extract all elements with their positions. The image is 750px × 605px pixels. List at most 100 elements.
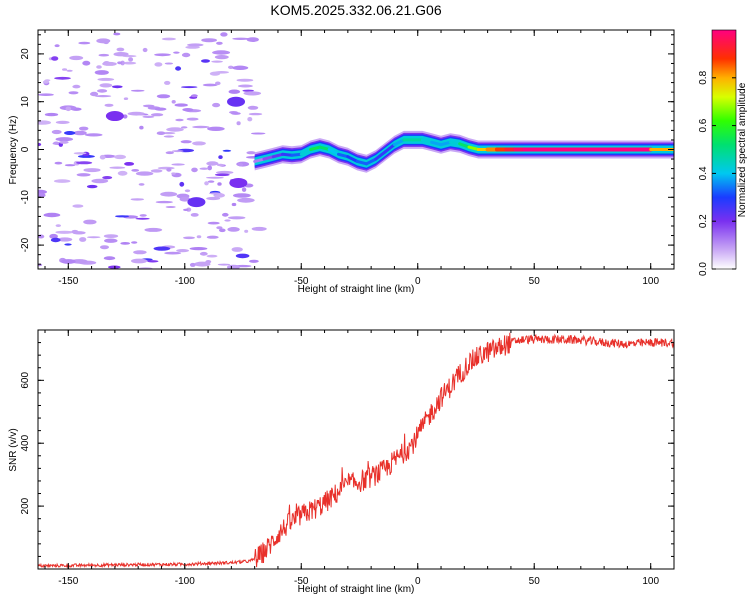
x-tick-label: 50 — [529, 276, 541, 287]
snr-panel: -150 -100 -50 0 50 100 200 400 600 Height of str… — [8, 329, 675, 595]
noise-speck — [72, 84, 81, 89]
noise-speck — [236, 121, 241, 126]
noise-speck — [216, 226, 223, 230]
noise-speck — [171, 172, 176, 175]
noise-speck — [55, 224, 61, 228]
noise-speck — [116, 47, 125, 52]
ridge-core — [448, 140, 462, 146]
noise-speck — [247, 117, 253, 122]
noise-speck — [82, 60, 91, 66]
x-tick-label: 50 — [529, 576, 541, 587]
noise-speck — [161, 37, 176, 41]
noise-speck — [207, 221, 220, 225]
noise-speck — [130, 198, 144, 201]
noise-speck — [103, 40, 109, 45]
noise-speck — [154, 62, 163, 67]
noise-speck — [251, 226, 267, 231]
spectrogram-noise — [38, 32, 267, 269]
noise-speck — [76, 161, 93, 165]
noise-speck — [224, 219, 231, 222]
snr-series-line — [38, 332, 674, 569]
x-tick-label: -100 — [175, 276, 195, 287]
noise-speck — [130, 89, 145, 92]
noise-speck — [181, 52, 191, 58]
noise-speck — [181, 86, 198, 89]
noise-speck — [214, 55, 229, 60]
noise-speck — [100, 245, 109, 250]
noise-speck — [237, 84, 253, 88]
noise-speck — [83, 168, 101, 173]
noise-speck — [117, 170, 128, 176]
noise-speck — [113, 32, 121, 36]
noise-speck — [55, 120, 70, 124]
noise-speck — [104, 238, 118, 243]
noise-speck — [86, 184, 98, 189]
noise-speck — [191, 94, 198, 98]
noise-clump — [227, 96, 246, 107]
noise-speck — [176, 249, 190, 253]
noise-speck — [237, 162, 244, 167]
noise-speck — [156, 131, 166, 135]
colorbar-label: Normalized spectral amplitude — [737, 82, 748, 217]
noise-speck — [58, 140, 69, 144]
x-tick-label: -150 — [58, 576, 78, 587]
ridge-core — [327, 148, 340, 156]
noise-speck — [166, 127, 184, 132]
ridge-core — [271, 152, 285, 159]
ridge-core — [430, 140, 443, 147]
noise-speck — [97, 89, 108, 93]
noise-speck — [69, 55, 84, 61]
noise-speck — [204, 181, 209, 186]
noise-speck — [135, 171, 154, 176]
noise-speck — [111, 85, 123, 89]
noise-speck — [157, 166, 175, 170]
noise-speck — [38, 192, 46, 198]
x-tick-label: 0 — [415, 276, 421, 287]
noise-speck — [94, 95, 112, 98]
noise-speck — [54, 76, 71, 80]
colorbar-gradient — [711, 29, 737, 270]
noise-speck — [179, 181, 185, 187]
noise-speck — [79, 126, 89, 131]
ridge-core — [383, 143, 396, 154]
noise-speck — [199, 251, 208, 256]
noise-speck — [222, 212, 229, 217]
noise-speck — [207, 126, 225, 131]
noise-speck — [185, 45, 200, 49]
noise-speck — [131, 241, 138, 244]
noise-speck — [151, 113, 164, 117]
noise-speck — [227, 227, 240, 232]
noise-speck — [142, 115, 155, 119]
noise-speck — [73, 152, 87, 155]
noise-speck — [165, 206, 176, 208]
noise-speck — [171, 150, 184, 153]
noise-speck — [164, 251, 182, 255]
noise-speck — [207, 180, 215, 183]
noise-speck — [87, 236, 101, 239]
noise-speck — [231, 112, 241, 115]
noise-speck — [57, 237, 73, 242]
noise-speck — [179, 196, 191, 202]
noise-speck — [232, 37, 250, 40]
noise-speck — [217, 263, 231, 266]
x-tick-label: 100 — [642, 276, 659, 287]
noise-speck — [147, 260, 159, 263]
noise-speck — [236, 78, 254, 82]
noise-speck — [68, 91, 79, 95]
noise-speck — [189, 262, 196, 267]
noise-speck — [139, 214, 147, 217]
noise-speck — [242, 89, 254, 92]
noise-speck — [174, 103, 188, 107]
noise-speck — [228, 89, 241, 94]
noise-speck — [155, 200, 173, 204]
noise-speck — [171, 163, 185, 166]
noise-speck — [201, 38, 218, 43]
noise-speck — [44, 79, 51, 82]
noise-speck — [49, 233, 58, 239]
noise-speck — [164, 80, 171, 85]
noise-speck — [216, 163, 225, 167]
noise-speck — [206, 196, 221, 201]
snr-frame — [37, 329, 675, 570]
noise-speck — [38, 120, 51, 125]
noise-speck — [102, 61, 117, 66]
